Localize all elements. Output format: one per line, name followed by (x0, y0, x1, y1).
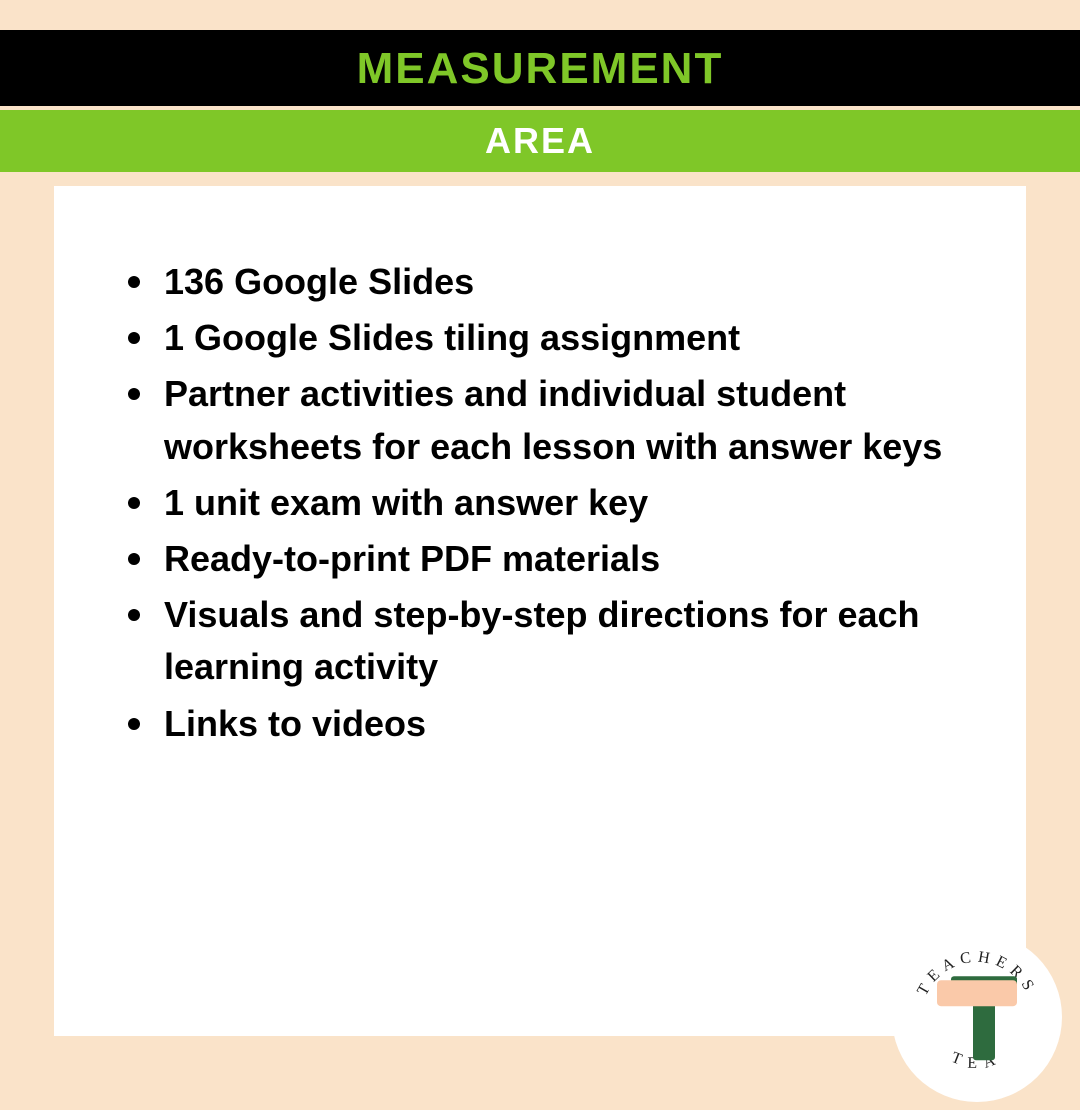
logo-t-icon (937, 970, 1017, 1060)
brand-logo: TEACHERS TEA (892, 932, 1062, 1102)
content-card: 136 Google Slides 1 Google Slides tiling… (54, 186, 1026, 1036)
logo-inner: TEACHERS TEA (902, 942, 1052, 1092)
list-item: 1 unit exam with answer key (114, 477, 976, 529)
list-item: Partner activities and individual studen… (114, 368, 976, 472)
list-item: Ready-to-print PDF materials (114, 533, 976, 585)
list-item: 1 Google Slides tiling assignment (114, 312, 976, 364)
header-band: MEASUREMENT (0, 30, 1080, 106)
page-title: MEASUREMENT (0, 44, 1080, 94)
feature-list: 136 Google Slides 1 Google Slides tiling… (114, 256, 976, 750)
list-item: Visuals and step-by-step directions for … (114, 589, 976, 693)
subheader-band: AREA (0, 110, 1080, 172)
logo-t-crossbar-front (937, 980, 1017, 1006)
page-subtitle: AREA (0, 120, 1080, 162)
list-item: Links to videos (114, 698, 976, 750)
list-item: 136 Google Slides (114, 256, 976, 308)
